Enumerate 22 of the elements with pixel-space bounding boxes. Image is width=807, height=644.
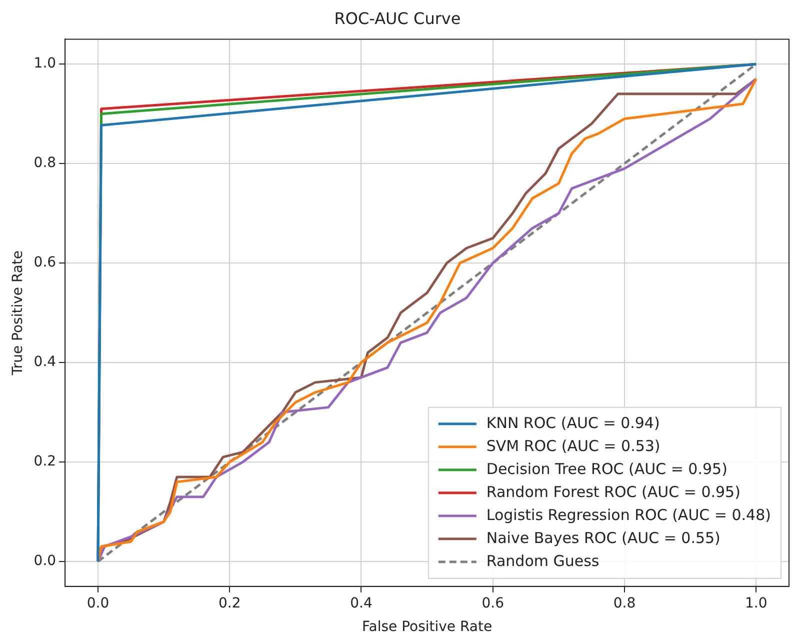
legend-label: Decision Tree ROC (AUC = 0.95) [486, 460, 728, 478]
chart-title: ROC-AUC Curve [334, 8, 461, 28]
legend-label: SVM ROC (AUC = 0.53) [486, 436, 660, 455]
y-tick-label: 0.2 [34, 454, 56, 470]
legend-label: KNN ROC (AUC = 0.94) [486, 414, 660, 432]
legend-label: Logistis Regression ROC (AUC = 0.48) [486, 506, 772, 524]
y-tick-label: 0.0 [34, 553, 56, 570]
x-tick-label: 0.2 [218, 595, 241, 612]
x-tick-label: 0.8 [613, 595, 636, 612]
x-axis-title: False Positive Rate [362, 619, 492, 636]
y-tick-label: 1.0 [34, 56, 56, 72]
y-axis-title: True Positive Rate [10, 250, 26, 376]
y-tick-label: 0.8 [34, 155, 56, 172]
x-tick-label: 0.4 [350, 595, 372, 612]
legend-label: Random Guess [486, 552, 600, 570]
x-tick-label: 0.6 [482, 595, 504, 612]
x-tick-label: 0.0 [86, 595, 110, 612]
y-tick-label: 0.4 [34, 354, 56, 370]
x-tick-label: 1.0 [744, 595, 768, 612]
y-tick-label: 0.6 [34, 254, 56, 271]
legend-label: Naive Bayes ROC (AUC = 0.55) [486, 528, 720, 547]
legend-label: Random Forest ROC (AUC = 0.95) [486, 482, 740, 501]
